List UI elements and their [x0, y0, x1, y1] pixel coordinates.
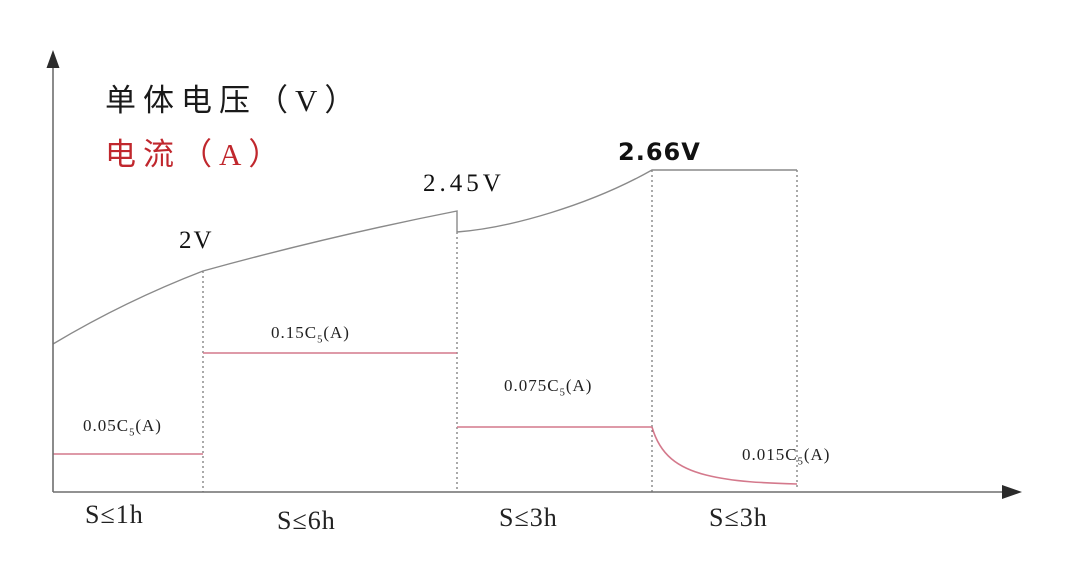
- current-annotation-stage2-value: 0.15C: [271, 323, 318, 342]
- voltage-axis-title: 单体电压（V）: [105, 83, 363, 118]
- y-axis-arrow-icon: [46, 50, 60, 68]
- stage-duration-label-1: S≤1h: [85, 500, 144, 529]
- current-annotation-stage1-subscript: 5: [129, 427, 136, 439]
- voltage-annotation-2v: 2V: [179, 227, 214, 254]
- current-annotation-stage4-value: 0.015C: [742, 445, 798, 464]
- stage-duration-label-4: S≤3h: [709, 503, 768, 532]
- current-annotation-stage2-subscript: 5: [317, 334, 324, 346]
- x-axis-arrow-icon: [1002, 485, 1022, 499]
- stage-duration-label-3: S≤3h: [499, 503, 558, 532]
- current-annotation-stage4: 0.015C5(A): [742, 445, 831, 468]
- current-annotation-stage3-unit: (A): [565, 376, 593, 395]
- current-annotation-stage2-unit: (A): [323, 323, 350, 342]
- current-annotation-stage1-unit: (A): [135, 416, 162, 435]
- stage-duration-label-2: S≤6h: [277, 506, 336, 535]
- current-axis-title: 电流（A）: [105, 137, 287, 172]
- voltage-annotation-245v: 2.45V: [423, 170, 505, 197]
- current-annotation-stage3-value: 0.075C: [504, 376, 560, 395]
- current-annotation-stage4-subscript: 5: [797, 456, 804, 468]
- current-annotation-stage3-subscript: 5: [559, 387, 566, 399]
- current-annotation-stage3: 0.075C5(A): [504, 376, 593, 399]
- current-decay-curve: [651, 426, 798, 485]
- current-annotation-stage1-value: 0.05C: [83, 416, 130, 435]
- voltage-curve: [52, 169, 797, 345]
- voltage-annotation-266v: 2.66V: [618, 138, 701, 166]
- current-annotation-stage4-unit: (A): [803, 445, 831, 464]
- current-annotation-stage2: 0.15C5(A): [271, 323, 350, 346]
- current-annotation-stage1: 0.05C5(A): [83, 416, 162, 439]
